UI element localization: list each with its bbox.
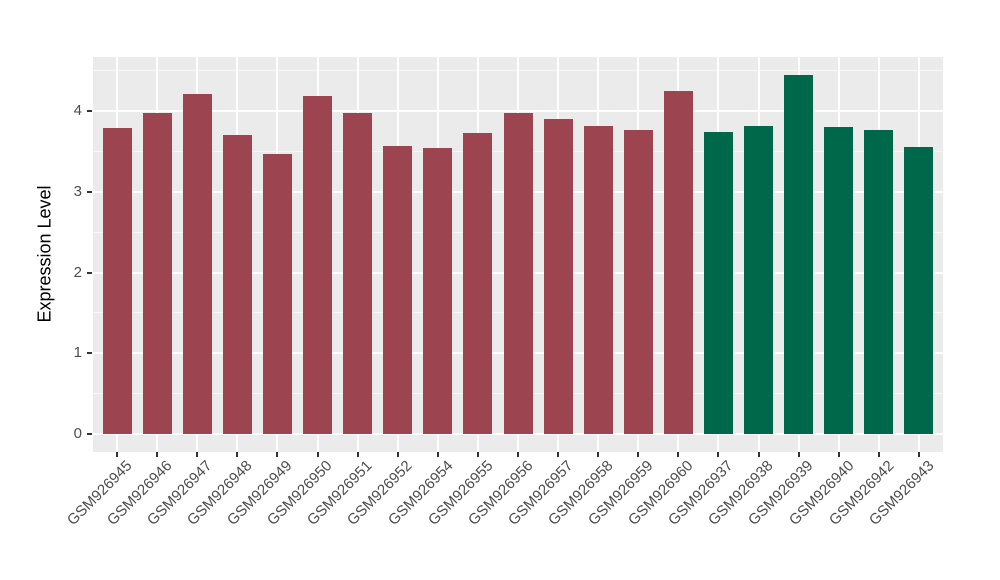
bar-GSM926954 (423, 148, 453, 434)
bar-GSM926952 (383, 145, 413, 434)
y-tick-label: 1 (73, 344, 82, 362)
bar-GSM926945 (102, 127, 132, 434)
y-tick (87, 110, 92, 112)
x-tick (196, 452, 199, 457)
x-tick (116, 452, 119, 457)
bar-GSM926957 (543, 119, 573, 434)
bar-GSM926937 (703, 132, 733, 434)
bar-GSM926943 (904, 147, 934, 434)
x-tick (677, 452, 680, 457)
bar-GSM926959 (623, 129, 653, 434)
bar-GSM926939 (784, 74, 814, 434)
x-tick (156, 452, 159, 457)
x-tick (717, 452, 720, 457)
bar-GSM926942 (864, 129, 894, 434)
x-tick (236, 452, 239, 457)
y-tick (87, 433, 92, 435)
bar-GSM926940 (824, 127, 854, 434)
bar-GSM926955 (463, 132, 493, 434)
x-tick (797, 452, 800, 457)
y-tick-label: 0 (73, 425, 82, 442)
bar-GSM926951 (343, 112, 373, 434)
x-tick (476, 452, 479, 457)
bar-GSM926960 (663, 90, 693, 434)
x-tick (276, 452, 279, 457)
bar-GSM926958 (583, 126, 613, 434)
y-tick-label: 3 (73, 182, 82, 200)
x-tick (517, 452, 519, 457)
bar-GSM926938 (744, 126, 774, 434)
bar-GSM926949 (262, 153, 292, 434)
x-tick (396, 452, 399, 457)
y-axis-title: Expression Level (34, 185, 55, 323)
bar-GSM926956 (503, 112, 533, 434)
x-tick (356, 452, 359, 457)
y-tick-label: 2 (73, 263, 82, 281)
bar-GSM926946 (142, 113, 172, 434)
y-tick (87, 190, 92, 193)
x-tick (436, 452, 439, 457)
y-tick-label: 4 (73, 102, 82, 119)
x-tick (757, 452, 760, 457)
x-tick (597, 452, 600, 457)
x-tick (877, 452, 880, 457)
x-tick (917, 452, 920, 457)
bar-GSM926948 (222, 135, 252, 434)
plot-panel (93, 57, 943, 452)
bar-GSM926950 (303, 95, 333, 434)
x-tick (637, 452, 640, 457)
x-tick (316, 452, 319, 457)
x-tick (557, 452, 560, 457)
x-tick (837, 452, 840, 457)
bar-GSM926947 (182, 94, 212, 434)
y-tick (87, 271, 92, 274)
y-tick (87, 352, 92, 355)
